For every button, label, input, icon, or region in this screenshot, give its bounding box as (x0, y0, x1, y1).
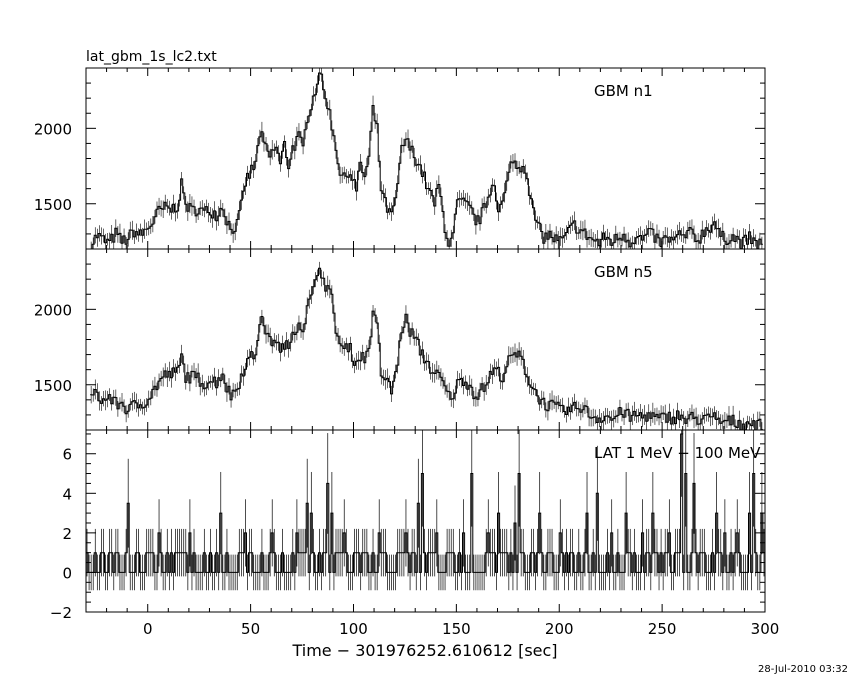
x-tick-label: 250 (648, 620, 677, 638)
y-tick-label: −2 (50, 604, 72, 622)
light-curve-line (90, 267, 763, 430)
panel-1: 1500 2000 GBM n1 (34, 67, 766, 250)
y-tick-label: 1500 (34, 196, 72, 214)
x-axis-title: Time − 301976252.610612 [sec] (291, 641, 557, 660)
panel-label: GBM n1 (594, 82, 653, 100)
panel-frame (85, 248, 766, 431)
y-tick-label: 2 (62, 525, 72, 543)
panel-label: GBM n5 (594, 263, 653, 281)
x-tick-label: 200 (545, 620, 574, 638)
series (90, 68, 763, 249)
series (90, 261, 763, 430)
panel-frame (85, 67, 766, 250)
panel-frame (85, 429, 766, 613)
y-tick-label: 1500 (34, 377, 72, 395)
timestamp: 28-Jul-2010 03:32 (758, 664, 848, 675)
file-title: lat_gbm_1s_lc2.txt (86, 49, 217, 65)
x-tick-label: 150 (442, 620, 471, 638)
x-tick-label: 50 (241, 620, 260, 638)
series (86, 430, 765, 591)
y-tick-label: 0 (62, 564, 72, 582)
y-tick-label: 6 (62, 446, 72, 464)
x-tick-label: 0 (143, 620, 153, 638)
count-histogram (86, 433, 765, 573)
panel-3: −2 0 2 4 6 LAT 1 MeV − 100 MeV (50, 429, 766, 622)
light-curve-line (91, 72, 763, 249)
panel-2: 1500 2000 GBM n5 (34, 248, 766, 431)
x-tick-label: 300 (751, 620, 780, 638)
x-tick-label: 100 (339, 620, 368, 638)
panel-label: LAT 1 MeV − 100 MeV (594, 444, 761, 462)
y-tick-label: 2000 (34, 120, 72, 138)
y-tick-label: 2000 (34, 301, 72, 319)
y-tick-label: 4 (62, 485, 72, 503)
